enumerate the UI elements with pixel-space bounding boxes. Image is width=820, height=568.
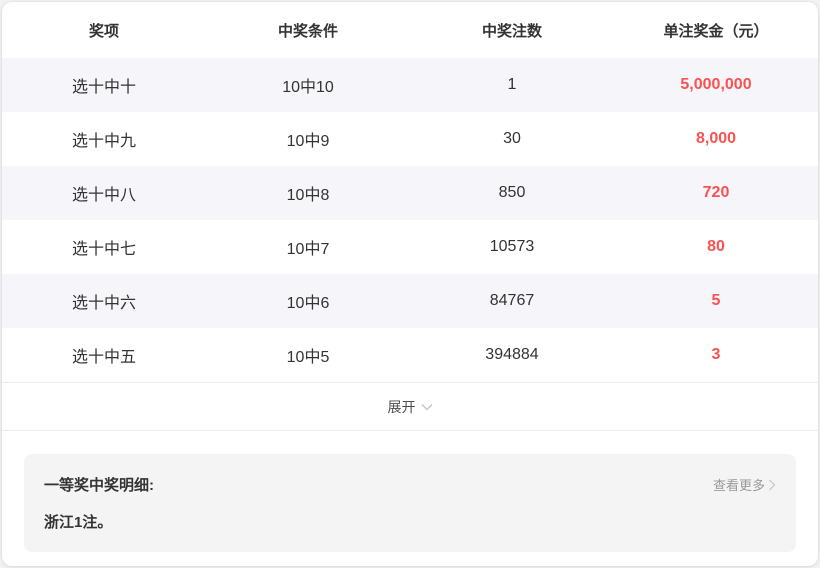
- table-row: 选十中十 10中10 1 5,000,000: [2, 58, 818, 112]
- win-count: 84767: [489, 292, 535, 309]
- header-prize: 奖项: [88, 22, 119, 40]
- win-count: 850: [498, 184, 526, 201]
- prize-table-body: 选十中十 10中10 1 5,000,000 选十中九 10中9 30 8,00…: [2, 58, 818, 382]
- win-count: 10573: [489, 238, 535, 255]
- win-count: 394884: [485, 346, 539, 363]
- table-row: 选十中九 10中9 30 8,000: [2, 112, 818, 166]
- win-condition: 10中6: [286, 295, 330, 312]
- table-row: 选十中七 10中7 10573 80: [2, 220, 818, 274]
- prize-amount: 5: [711, 292, 721, 309]
- table-header-row: 奖项 中奖条件 中奖注数 单注奖金（元）: [2, 2, 818, 58]
- header-amount: 单注奖金（元）: [663, 22, 769, 40]
- first-prize-detail-title: 一等奖中奖明细:: [44, 477, 154, 494]
- win-condition: 10中10: [282, 79, 334, 96]
- prize-amount: 8,000: [695, 130, 737, 147]
- win-count: 30: [503, 130, 521, 147]
- first-prize-footer: 一等奖中奖明细: 查看更多 浙江1注。: [2, 431, 818, 552]
- header-count: 中奖注数: [481, 22, 542, 40]
- prize-amount: 3: [711, 346, 721, 363]
- table-row: 选十中八 10中8 850 720: [2, 166, 818, 220]
- expand-button[interactable]: 展开: [388, 397, 433, 417]
- win-condition: 10中8: [286, 187, 330, 204]
- table-row: 选十中五 10中5 394884 3: [2, 328, 818, 382]
- win-condition: 10中5: [286, 349, 330, 366]
- first-prize-detail-text: 浙江1注。: [44, 514, 113, 531]
- prize-name: 选十中九: [71, 133, 136, 150]
- prize-name: 选十中六: [71, 295, 136, 312]
- table-row: 选十中六 10中6 84767 5: [2, 274, 818, 328]
- prize-name: 选十中七: [71, 241, 136, 258]
- expand-label: 展开: [387, 398, 416, 415]
- prize-amount: 720: [702, 184, 730, 201]
- chevron-right-icon: [768, 479, 776, 491]
- win-condition: 10中9: [286, 133, 330, 150]
- expand-row: 展开: [2, 382, 818, 431]
- prize-name: 选十中五: [71, 349, 136, 366]
- prize-amount: 5,000,000: [680, 76, 752, 93]
- win-condition: 10中7: [286, 241, 330, 258]
- chevron-down-icon: [421, 403, 433, 411]
- win-count: 1: [507, 76, 517, 93]
- view-more-label: 查看更多: [712, 478, 765, 493]
- view-more-link[interactable]: 查看更多: [713, 475, 776, 494]
- first-prize-panel: 一等奖中奖明细: 查看更多 浙江1注。: [24, 454, 796, 552]
- prize-name: 选十中十: [71, 79, 136, 96]
- prize-name: 选十中八: [71, 187, 136, 204]
- prize-amount: 80: [707, 238, 725, 255]
- header-condition: 中奖条件: [277, 22, 338, 40]
